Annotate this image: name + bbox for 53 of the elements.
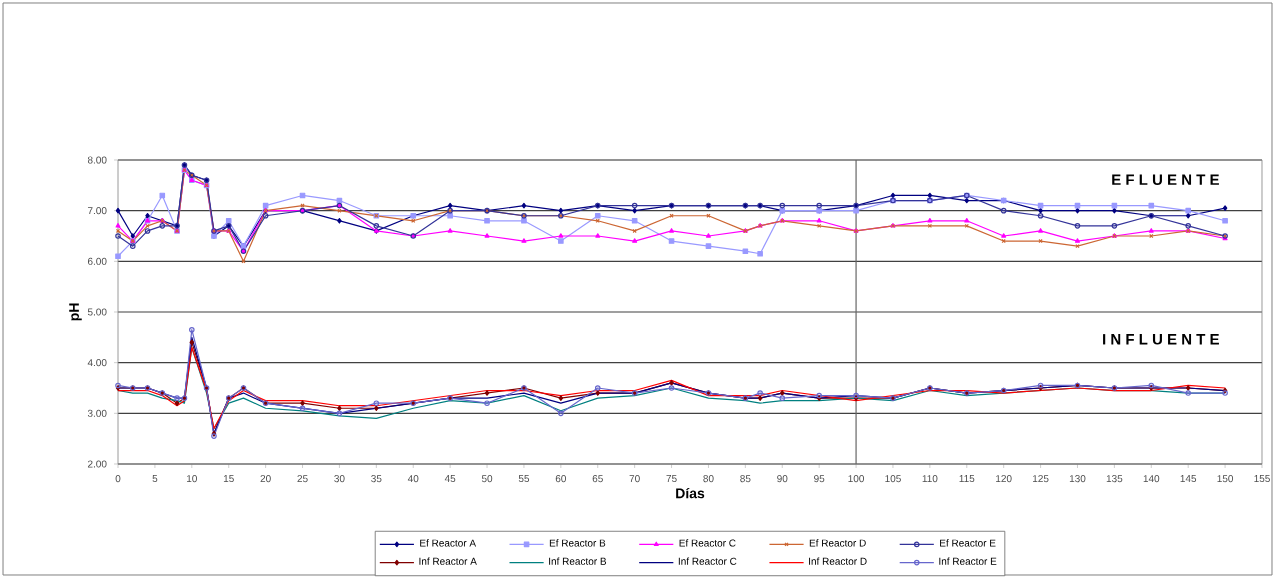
y-axis-title: pH <box>69 303 82 321</box>
y-tick-label: 8.00 <box>87 156 107 164</box>
y-tick-label: 3.00 <box>87 409 107 417</box>
x-tick-label: 100 <box>848 475 865 483</box>
x-tick-label: 110 <box>922 475 938 483</box>
x-tick-label: 75 <box>666 475 677 483</box>
x-tick-label: 0 <box>115 475 121 483</box>
x-tick-label: 65 <box>592 475 603 483</box>
legend-label: Inf Reactor A <box>419 557 477 565</box>
y-tick-label: 2.00 <box>87 460 107 468</box>
x-tick-label: 40 <box>407 475 419 483</box>
x-tick-label: 25 <box>297 475 308 483</box>
x-tick-label: 115 <box>959 475 975 483</box>
x-tick-label: 135 <box>1106 475 1123 483</box>
x-tick-label: 5 <box>152 475 158 483</box>
x-tick-label: 15 <box>223 475 234 483</box>
x-tick-label: 130 <box>1069 475 1086 483</box>
x-tick-label: 155 <box>1254 475 1270 483</box>
x-tick-label: 145 <box>1180 475 1197 483</box>
legend-label: Inf Reactor D <box>809 557 867 565</box>
legend-label: Ef Reactor A <box>420 539 477 547</box>
x-tick-label: 95 <box>814 475 825 483</box>
x-tick-label: 35 <box>371 475 382 483</box>
x-tick-label: 85 <box>740 475 751 483</box>
x-tick-label: 140 <box>1143 475 1160 483</box>
annotation: E F L U E N T E <box>1112 174 1219 185</box>
x-tick-label: 45 <box>444 475 456 483</box>
x-tick-label: 70 <box>629 475 640 483</box>
y-tick-label: 5.00 <box>87 308 107 316</box>
x-tick-label: 10 <box>187 475 197 483</box>
legend-label: Ef Reactor B <box>549 539 606 547</box>
legend-label: Ef Reactor E <box>940 539 996 547</box>
x-axis-title: Días <box>676 487 705 499</box>
x-tick-label: 80 <box>703 475 714 483</box>
x-tick-label: 90 <box>777 475 788 483</box>
legend-label: Inf Reactor E <box>939 557 997 565</box>
legend-label: Ef Reactor D <box>809 539 866 547</box>
x-tick-label: 105 <box>885 475 901 483</box>
x-tick-label: 120 <box>996 475 1012 483</box>
x-tick-label: 55 <box>518 475 530 483</box>
x-tick-label: 150 <box>1217 475 1234 483</box>
y-tick-label: 4.00 <box>87 359 107 367</box>
x-tick-label: 30 <box>334 475 345 483</box>
x-tick-label: 20 <box>260 475 271 483</box>
legend-label: Inf Reactor B <box>549 557 607 565</box>
x-tick-label: 50 <box>481 475 493 483</box>
x-tick-label: 125 <box>1032 475 1049 483</box>
annotation: I N F L U E N T E <box>1103 334 1219 345</box>
y-tick-label: 6.00 <box>87 257 107 265</box>
x-tick-label: 60 <box>555 475 567 483</box>
legend-label: Inf Reactor C <box>678 557 737 565</box>
y-tick-label: 7.00 <box>87 207 107 215</box>
legend-label: Ef Reactor C <box>679 539 736 547</box>
